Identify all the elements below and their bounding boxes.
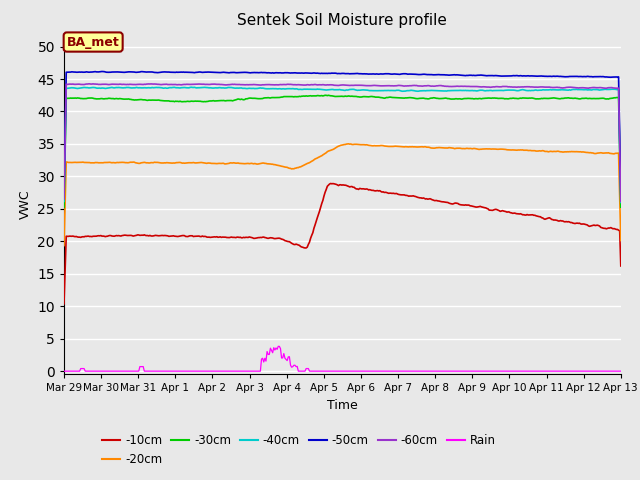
X-axis label: Time: Time [327, 399, 358, 412]
Text: BA_met: BA_met [67, 36, 120, 48]
Y-axis label: VWC: VWC [19, 189, 32, 219]
Title: Sentek Soil Moisture profile: Sentek Soil Moisture profile [237, 13, 447, 28]
Legend: -10cm, -20cm, -30cm, -40cm, -50cm, -60cm, Rain: -10cm, -20cm, -30cm, -40cm, -50cm, -60cm… [98, 430, 500, 471]
